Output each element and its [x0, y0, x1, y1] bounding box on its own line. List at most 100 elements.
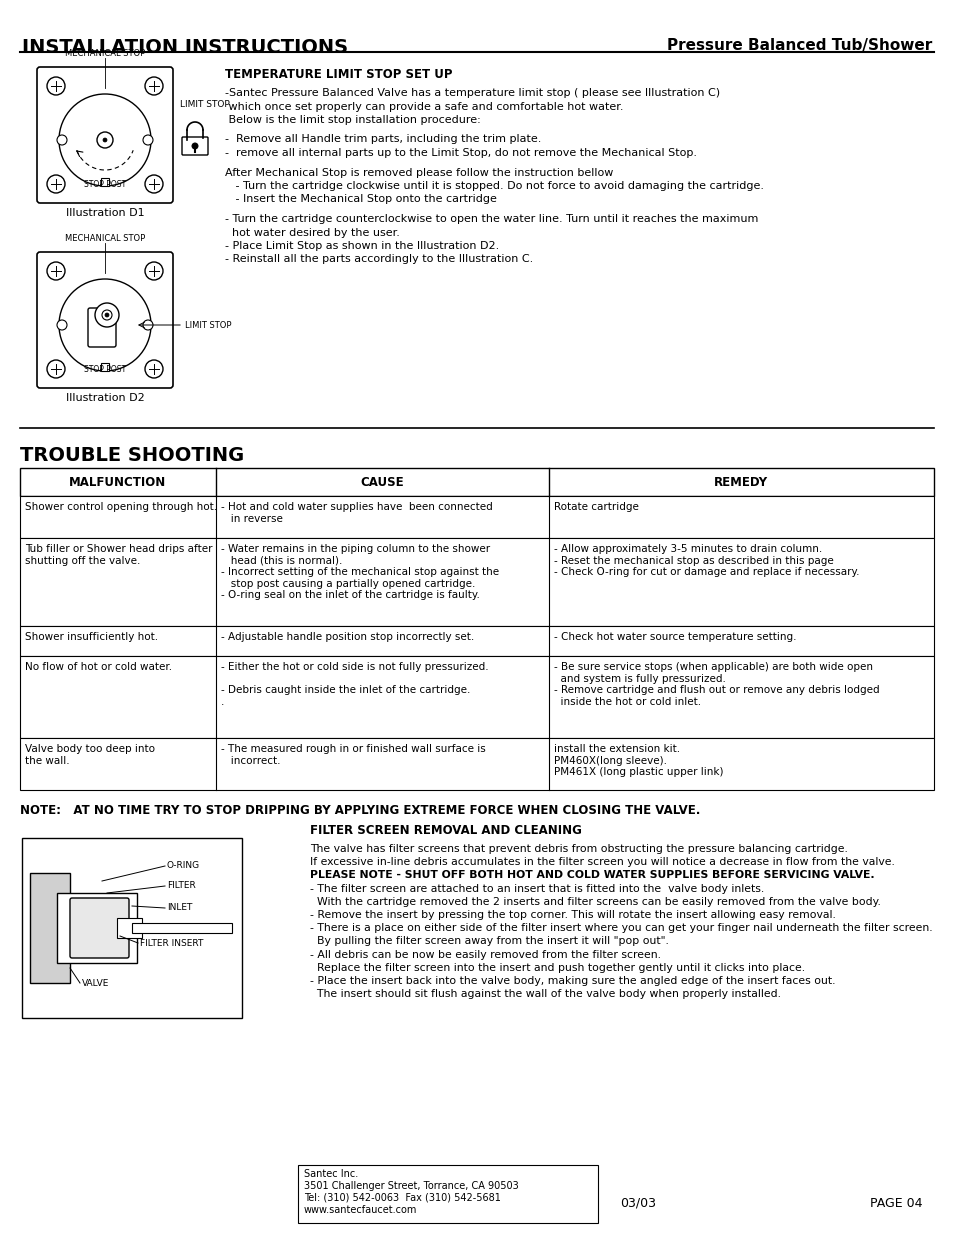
Text: - Allow approximately 3-5 minutes to drain column.
- Reset the mechanical stop a: - Allow approximately 3-5 minutes to dra… [554, 543, 859, 577]
Text: - The measured rough in or finished wall surface is
   incorrect.: - The measured rough in or finished wall… [221, 743, 485, 766]
Circle shape [103, 138, 107, 142]
Circle shape [143, 135, 152, 144]
Text: - There is a place on either side of the filter insert where you can get your fi: - There is a place on either side of the… [310, 924, 932, 934]
Text: - Reinstall all the parts accordingly to the Illustration C.: - Reinstall all the parts accordingly to… [225, 254, 533, 264]
Circle shape [57, 135, 67, 144]
FancyBboxPatch shape [101, 178, 109, 186]
Text: The insert should sit flush against the wall of the valve body when properly ins: The insert should sit flush against the … [310, 989, 781, 999]
Circle shape [145, 77, 163, 95]
Circle shape [102, 310, 112, 320]
Text: TEMPERATURE LIMIT STOP SET UP: TEMPERATURE LIMIT STOP SET UP [225, 68, 452, 82]
Text: Valve body too deep into
the wall.: Valve body too deep into the wall. [25, 743, 154, 766]
FancyBboxPatch shape [20, 538, 933, 626]
Text: -  remove all internal parts up to the Limit Stop, do not remove the Mechanical : - remove all internal parts up to the Li… [225, 148, 697, 158]
Text: Shower control opening through hot.: Shower control opening through hot. [25, 501, 217, 513]
FancyBboxPatch shape [57, 893, 137, 963]
Circle shape [192, 143, 198, 149]
Text: STOP POST: STOP POST [84, 180, 126, 189]
Text: VALVE: VALVE [82, 978, 110, 988]
Text: - Turn the cartridge counterclockwise to open the water line. Turn until it reac: - Turn the cartridge counterclockwise to… [225, 214, 758, 224]
Text: Replace the filter screen into the insert and push together gently until it clic: Replace the filter screen into the inser… [310, 963, 804, 973]
Text: www.santecfaucet.com: www.santecfaucet.com [304, 1205, 416, 1215]
Text: INLET: INLET [167, 904, 193, 913]
Text: - Either the hot or cold side is not fully pressurized.

- Debris caught inside : - Either the hot or cold side is not ful… [221, 662, 488, 706]
Text: If excessive in-line debris accumulates in the filter screen you will notice a d: If excessive in-line debris accumulates … [310, 857, 894, 867]
Circle shape [105, 312, 109, 317]
Circle shape [47, 175, 65, 193]
Circle shape [59, 279, 151, 370]
Text: hot water desired by the user.: hot water desired by the user. [225, 227, 399, 237]
Circle shape [143, 320, 152, 330]
FancyBboxPatch shape [132, 923, 232, 932]
FancyBboxPatch shape [88, 308, 116, 347]
Text: Below is the limit stop installation procedure:: Below is the limit stop installation pro… [225, 115, 480, 125]
Circle shape [59, 94, 151, 186]
Text: FILTER SCREEN REMOVAL AND CLEANING: FILTER SCREEN REMOVAL AND CLEANING [310, 824, 581, 837]
Circle shape [47, 359, 65, 378]
FancyBboxPatch shape [22, 839, 242, 1018]
Text: - Place Limit Stop as shown in the Illustration D2.: - Place Limit Stop as shown in the Illus… [225, 241, 498, 251]
Text: Shower insufficiently hot.: Shower insufficiently hot. [25, 632, 158, 642]
Text: - Water remains in the piping column to the shower
   head (this is normal).
- I: - Water remains in the piping column to … [221, 543, 498, 600]
FancyBboxPatch shape [297, 1165, 598, 1223]
Text: 3501 Challenger Street, Torrance, CA 90503: 3501 Challenger Street, Torrance, CA 905… [304, 1181, 518, 1191]
Circle shape [145, 359, 163, 378]
Text: install the extension kit.
PM460X(long sleeve).
PM461X (long plastic upper link): install the extension kit. PM460X(long s… [554, 743, 722, 777]
Text: By pulling the filter screen away from the insert it will "pop out".: By pulling the filter screen away from t… [310, 936, 668, 946]
FancyBboxPatch shape [70, 898, 129, 958]
Text: Illustration D2: Illustration D2 [66, 393, 144, 403]
FancyBboxPatch shape [20, 496, 933, 538]
Text: NOTE:   AT NO TIME TRY TO STOP DRIPPING BY APPLYING EXTREME FORCE WHEN CLOSING T: NOTE: AT NO TIME TRY TO STOP DRIPPING BY… [20, 804, 700, 818]
Circle shape [97, 132, 112, 148]
FancyBboxPatch shape [20, 739, 933, 790]
Text: No flow of hot or cold water.: No flow of hot or cold water. [25, 662, 172, 672]
Text: - Adjustable handle position stop incorrectly set.: - Adjustable handle position stop incorr… [221, 632, 474, 642]
Circle shape [145, 262, 163, 280]
Text: LIMIT STOP: LIMIT STOP [180, 100, 230, 109]
Text: PLEASE NOTE - SHUT OFF BOTH HOT AND COLD WATER SUPPLIES BEFORE SERVICING VALVE.: PLEASE NOTE - SHUT OFF BOTH HOT AND COLD… [310, 871, 874, 881]
Circle shape [57, 320, 67, 330]
FancyBboxPatch shape [30, 873, 70, 983]
Text: - Be sure service stops (when applicable) are both wide open
  and system is ful: - Be sure service stops (when applicable… [554, 662, 879, 706]
Text: FILTER: FILTER [167, 882, 195, 890]
FancyBboxPatch shape [101, 363, 109, 370]
Text: TROUBLE SHOOTING: TROUBLE SHOOTING [20, 446, 244, 466]
Text: - Remove the insert by pressing the top corner. This will rotate the insert allo: - Remove the insert by pressing the top … [310, 910, 835, 920]
Text: Rotate cartridge: Rotate cartridge [554, 501, 639, 513]
Text: - Check hot water source temperature setting.: - Check hot water source temperature set… [554, 632, 796, 642]
Text: - Hot and cold water supplies have  been connected
   in reverse: - Hot and cold water supplies have been … [221, 501, 493, 524]
Text: The valve has filter screens that prevent debris from obstructing the pressure b: The valve has filter screens that preven… [310, 844, 847, 853]
Circle shape [47, 77, 65, 95]
FancyBboxPatch shape [37, 67, 172, 203]
Text: -  Remove all Handle trim parts, including the trim plate.: - Remove all Handle trim parts, includin… [225, 135, 540, 144]
FancyBboxPatch shape [20, 656, 933, 739]
Text: -Santec Pressure Balanced Valve has a temperature limit stop ( please see Illust: -Santec Pressure Balanced Valve has a te… [225, 88, 720, 98]
Text: After Mechanical Stop is removed please follow the instruction bellow: After Mechanical Stop is removed please … [225, 168, 613, 178]
Text: - Place the insert back into the valve body, making sure the angled edge of the : - Place the insert back into the valve b… [310, 976, 835, 986]
Text: Santec Inc.: Santec Inc. [304, 1170, 358, 1179]
Text: 03/03: 03/03 [619, 1197, 656, 1210]
Text: PAGE 04: PAGE 04 [869, 1197, 922, 1210]
Text: - Insert the Mechanical Stop onto the cartridge: - Insert the Mechanical Stop onto the ca… [225, 194, 497, 205]
Text: - The filter screen are attached to an insert that is fitted into the  valve bod: - The filter screen are attached to an i… [310, 883, 763, 894]
Circle shape [47, 262, 65, 280]
Text: LIMIT STOP: LIMIT STOP [185, 321, 232, 330]
Text: which once set properly can provide a safe and comfortable hot water.: which once set properly can provide a sa… [225, 101, 623, 111]
Text: STOP POST: STOP POST [84, 366, 126, 374]
Text: - Turn the cartridge clockwise until it is stopped. Do not force to avoid damagi: - Turn the cartridge clockwise until it … [225, 182, 763, 191]
Circle shape [95, 303, 119, 327]
Text: With the cartridge removed the 2 inserts and filter screens can be easily remove: With the cartridge removed the 2 inserts… [310, 897, 880, 906]
Text: MALFUNCTION: MALFUNCTION [70, 475, 167, 489]
FancyBboxPatch shape [117, 918, 142, 939]
FancyBboxPatch shape [20, 626, 933, 656]
Text: CAUSE: CAUSE [360, 475, 403, 489]
Text: INSTALLATION INSTRUCTIONS: INSTALLATION INSTRUCTIONS [22, 38, 348, 57]
Text: Illustration D1: Illustration D1 [66, 207, 144, 219]
Text: Pressure Balanced Tub/Shower: Pressure Balanced Tub/Shower [666, 38, 931, 53]
Text: Tel: (310) 542-0063  Fax (310) 542-5681: Tel: (310) 542-0063 Fax (310) 542-5681 [304, 1193, 500, 1203]
FancyBboxPatch shape [37, 252, 172, 388]
FancyBboxPatch shape [182, 137, 208, 156]
Text: - All debris can be now be easily removed from the filter screen.: - All debris can be now be easily remove… [310, 950, 660, 960]
Circle shape [145, 175, 163, 193]
Text: MECHANICAL STOP: MECHANICAL STOP [65, 49, 145, 58]
